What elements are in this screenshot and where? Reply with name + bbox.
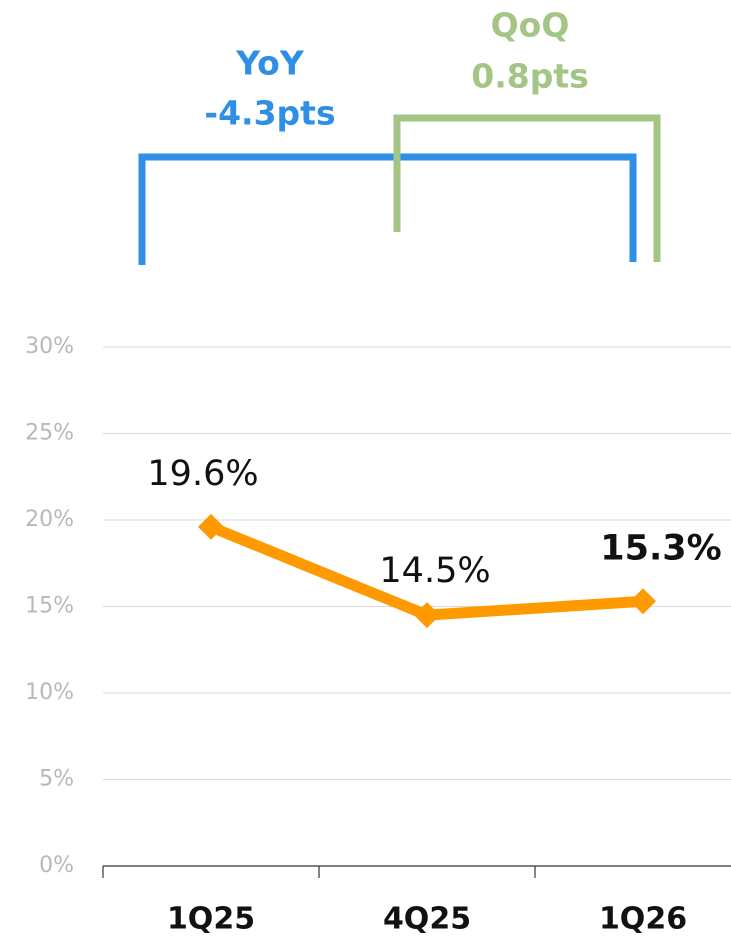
- y-tick-label: 0%: [39, 853, 74, 878]
- bracket: [393, 114, 661, 262]
- value-label: 19.6%: [147, 454, 258, 494]
- annotation-text: 0.8pts: [471, 57, 589, 96]
- bracket: [138, 153, 637, 265]
- y-tick-label: 15%: [25, 594, 74, 619]
- marker: [414, 602, 440, 629]
- x-tick-label: 1Q25: [167, 902, 255, 937]
- y-tick-label: 10%: [25, 680, 74, 705]
- value-label: 15.3%: [600, 528, 721, 568]
- y-tick-label: 5%: [39, 767, 74, 792]
- annotation-text: -4.3pts: [204, 94, 335, 133]
- marker: [198, 513, 224, 540]
- marker: [630, 588, 656, 615]
- x-tick-label: 1Q26: [599, 902, 687, 937]
- y-tick-label: 25%: [25, 421, 74, 446]
- value-label: 14.5%: [379, 551, 490, 591]
- annotation-title: YoY: [235, 44, 305, 83]
- annotation-title: QoQ: [491, 6, 570, 45]
- x-tick-label: 4Q25: [383, 902, 471, 937]
- y-tick-label: 20%: [25, 507, 74, 532]
- y-tick-label: 30%: [25, 334, 74, 359]
